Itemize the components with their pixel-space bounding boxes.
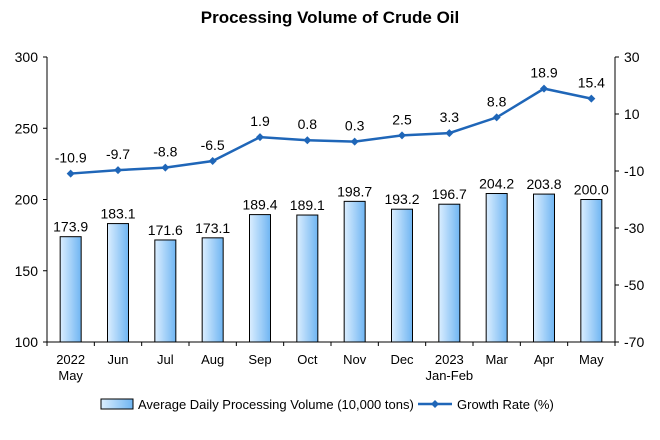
y-left-tick-label: 100 bbox=[15, 334, 39, 350]
bar bbox=[107, 223, 129, 343]
growth-point bbox=[114, 166, 122, 175]
growth-value-label: -10.9 bbox=[55, 150, 87, 166]
growth-point bbox=[208, 157, 217, 166]
bar-value-label: 183.1 bbox=[100, 206, 135, 222]
bar-value-label: 203.8 bbox=[526, 176, 561, 192]
growth-line bbox=[70, 87, 592, 175]
x-tick-label: Oct bbox=[297, 352, 318, 367]
x-tick-label: May bbox=[58, 368, 83, 383]
growth-value-label: 0.8 bbox=[298, 116, 318, 132]
growth-value-label: -6.5 bbox=[201, 137, 225, 153]
growth-point bbox=[492, 113, 501, 122]
x-tick-label: Apr bbox=[534, 352, 555, 367]
y-left-tick-label: 200 bbox=[15, 192, 39, 208]
x-tick-label: May bbox=[579, 352, 604, 367]
y-left-tick-label: 150 bbox=[15, 263, 39, 279]
bar-value-label: 196.7 bbox=[432, 186, 467, 202]
growth-point bbox=[540, 84, 548, 93]
y-left-tick-label: 250 bbox=[15, 120, 39, 136]
growth-point bbox=[398, 131, 406, 140]
x-tick-label: Jul bbox=[157, 352, 174, 367]
bar-value-label: 198.7 bbox=[337, 183, 372, 199]
growth-point bbox=[66, 169, 75, 178]
growth-point bbox=[445, 129, 454, 138]
x-tick-label: Mar bbox=[485, 352, 508, 367]
bar bbox=[249, 214, 271, 343]
y-right-tick-label: -50 bbox=[624, 277, 644, 293]
bar-value-label: 173.1 bbox=[195, 220, 230, 236]
x-tick-label: Jun bbox=[108, 352, 129, 367]
x-tick-label: Nov bbox=[343, 352, 367, 367]
legend-bar-label: Average Daily Processing Volume (10,000 … bbox=[138, 397, 414, 412]
bar-value-label: 189.4 bbox=[242, 197, 277, 213]
bar bbox=[59, 236, 82, 343]
growth-value-label: -9.7 bbox=[106, 146, 130, 162]
legend-line-label: Growth Rate (%) bbox=[457, 397, 554, 412]
bar bbox=[343, 200, 366, 343]
bar bbox=[533, 193, 555, 343]
y-right-tick-label: 30 bbox=[624, 49, 640, 65]
bar bbox=[580, 199, 603, 343]
growth-point bbox=[256, 133, 264, 142]
x-tick-label: Jan-Feb bbox=[425, 368, 473, 383]
growth-point bbox=[350, 137, 359, 146]
growth-value-label: 8.8 bbox=[487, 93, 507, 109]
x-tick-label: 2022 bbox=[56, 352, 85, 367]
y-right-tick-label: -10 bbox=[624, 163, 644, 179]
y-left-tick-label: 300 bbox=[15, 49, 39, 65]
growth-value-label: 0.3 bbox=[345, 118, 365, 134]
bar-value-label: 193.2 bbox=[384, 191, 419, 207]
x-tick-label: 2023 bbox=[435, 352, 464, 367]
bar bbox=[438, 203, 461, 343]
chart-title: Processing Volume of Crude Oil bbox=[200, 8, 460, 27]
growth-value-label: 2.5 bbox=[392, 111, 412, 127]
bar bbox=[154, 239, 177, 343]
growth-point bbox=[161, 163, 170, 172]
y-right-tick-label: -30 bbox=[624, 220, 644, 236]
y-right-tick-label: -70 bbox=[624, 334, 644, 350]
growth-value-label: 1.9 bbox=[250, 113, 270, 129]
bar bbox=[485, 193, 508, 343]
bar bbox=[391, 208, 413, 343]
x-tick-label: Aug bbox=[201, 352, 224, 367]
bar-value-label: 171.6 bbox=[148, 222, 183, 238]
growth-value-label: 15.4 bbox=[578, 75, 605, 91]
bar-value-label: 173.9 bbox=[53, 219, 88, 235]
bar bbox=[201, 237, 224, 343]
bar-value-label: 200.0 bbox=[574, 182, 609, 198]
x-tick-label: Sep bbox=[248, 352, 271, 367]
growth-value-label: 3.3 bbox=[440, 109, 460, 125]
growth-point bbox=[587, 94, 596, 103]
bar-value-label: 204.2 bbox=[479, 176, 514, 192]
x-tick-label: Dec bbox=[390, 352, 414, 367]
y-right-tick-label: 10 bbox=[624, 106, 640, 122]
bar bbox=[296, 214, 319, 343]
growth-value-label: -8.8 bbox=[153, 144, 177, 160]
growth-value-label: 18.9 bbox=[530, 65, 557, 81]
legend-bar-swatch bbox=[100, 398, 134, 410]
legend-line-marker bbox=[431, 400, 439, 408]
growth-point bbox=[303, 136, 312, 145]
bar-value-label: 189.1 bbox=[290, 197, 325, 213]
